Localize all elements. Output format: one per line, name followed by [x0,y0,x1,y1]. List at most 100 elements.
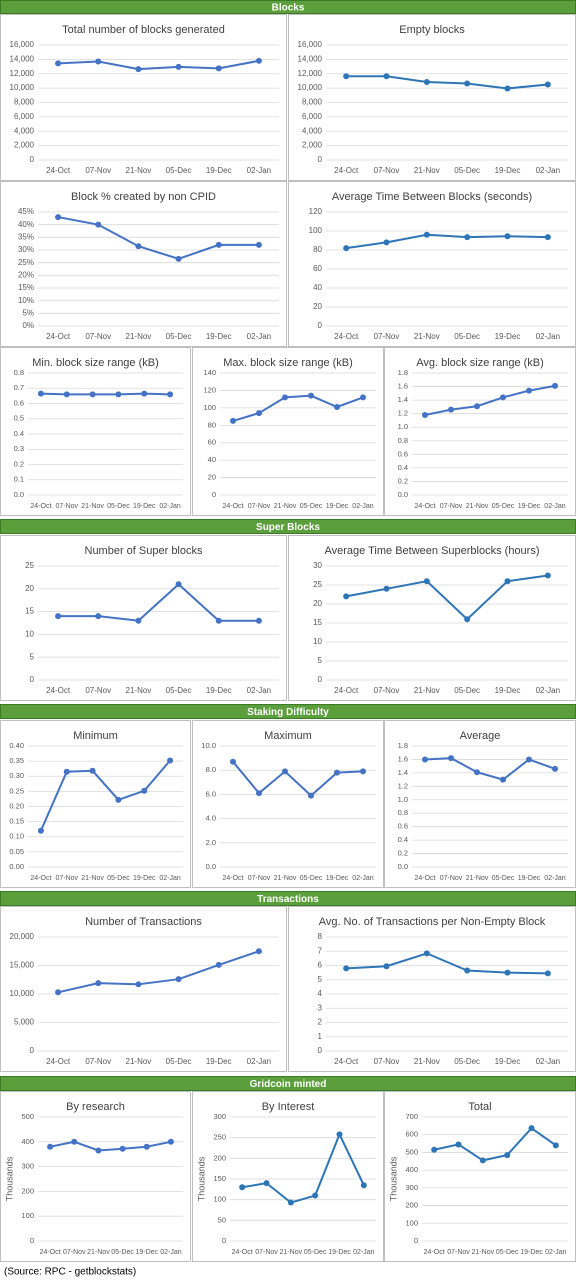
y-tick-label: 0 [318,675,323,684]
chart-panel [0,14,287,181]
data-point [552,382,558,389]
y-tick-label: 20 [25,584,34,593]
x-tick-label: 05-Dec [111,1249,134,1256]
data-point [500,394,506,401]
y-tick-label: 20% [18,270,34,279]
data-point [215,65,222,72]
x-tick-label: 24-Oct [334,332,359,341]
data-point [255,948,262,955]
data-line [57,216,259,260]
y-tick-label: 15% [18,283,34,292]
x-tick-label: 05-Dec [107,875,130,882]
y-tick-label: 100 [213,1195,226,1204]
x-tick-label: 07-Nov [85,166,111,175]
data-point [55,989,62,996]
section-title: Transactions [257,894,319,905]
chart-title: Avg. block size range (kB) [416,357,544,369]
y-tick-label: 1.6 [398,382,408,391]
data-line [241,1131,365,1204]
y-tick-label: 10% [18,296,34,305]
x-tick-label: 21-Nov [126,686,152,695]
data-point [135,243,142,250]
x-tick-label: 02-Jan [247,1057,271,1066]
source-note: (Source: RPC - getblockstats) [4,1267,136,1278]
data-point [37,390,44,397]
x-tick-label: 21-Nov [414,332,440,341]
x-tick-label: 24-Oct [46,1057,71,1066]
data-point [334,403,340,410]
data-point [95,613,102,620]
y-tick-label: 120 [309,207,323,216]
x-tick-label: 02-Jan [247,686,271,695]
y-tick-label: 4.0 [206,814,216,823]
chart-panel [0,720,191,888]
y-tick-label: 10 [25,630,34,639]
y-tick-label: 0.8 [398,436,408,445]
x-tick-label: 05-Dec [166,686,192,695]
x-tick-label: 19-Dec [133,503,156,510]
y-tick-label: 1.8 [398,368,408,377]
x-tick-label: 05-Dec [454,166,480,175]
x-tick-label: 24-Oct [46,686,71,695]
y-tick-label: 10,000 [10,83,35,92]
data-point [336,1131,343,1138]
x-tick-label: 21-Nov [414,1057,440,1066]
data-point [167,391,174,398]
data-point [552,1142,559,1149]
x-tick-label: 24-Oct [334,1057,359,1066]
y-tick-label: 5 [30,652,35,661]
x-tick-label: 19-Dec [495,332,521,341]
data-point [423,79,430,86]
y-tick-label: 20,000 [10,932,35,941]
data-point [255,617,262,624]
data-line [424,384,556,417]
y-tick-label: 0.6 [14,398,24,407]
data-point [383,963,390,970]
data-point [308,792,314,799]
data-point [504,233,511,240]
data-point [343,73,350,80]
y-tick-label: 1.0 [398,422,408,431]
y-tick-label: 2,000 [302,141,323,150]
y-tick-label: 100 [309,226,323,235]
y-tick-label: 1.4 [398,395,408,404]
data-point [263,1180,270,1187]
chart-title: Avg. No. of Transactions per Non-Empty B… [319,916,546,928]
x-tick-label: 19-Dec [495,1057,521,1066]
x-tick-label: 21-Nov [81,875,104,882]
y-tick-label: 40 [208,455,216,464]
x-tick-label: 19-Dec [206,166,232,175]
y-tick-label: 45% [18,207,34,216]
chart-title: Total [468,1101,491,1113]
y-tick-label: 300 [213,1112,226,1121]
x-tick-label: 07-Nov [55,503,78,510]
y-tick-label: 0.40 [9,741,24,750]
y-tick-label: 0.5 [14,414,24,423]
x-tick-label: 05-Dec [166,332,192,341]
data-point [312,1192,319,1199]
data-point [343,245,350,252]
y-axis-title: Thousands [388,1156,398,1201]
data-point [95,1147,102,1154]
y-tick-label: 200 [213,1153,226,1162]
x-tick-label: 21-Nov [466,875,489,882]
chart-panel [384,1091,576,1262]
x-tick-label: 07-Nov [447,1249,470,1256]
data-point [89,767,96,774]
data-point [95,980,102,987]
x-tick-label: 21-Nov [126,166,152,175]
data-point [282,768,288,775]
data-point [343,965,350,972]
data-point [360,1182,367,1189]
y-tick-label: 0 [318,321,323,330]
data-point [175,581,182,588]
x-tick-label: 05-Dec [454,332,480,341]
y-tick-label: 10,000 [10,989,35,998]
data-point [141,787,148,794]
x-tick-label: 24-Oct [334,166,359,175]
chart-panel [0,906,287,1072]
x-tick-label: 19-Dec [495,686,521,695]
data-point [423,950,430,957]
x-tick-label: 05-Dec [454,1057,480,1066]
